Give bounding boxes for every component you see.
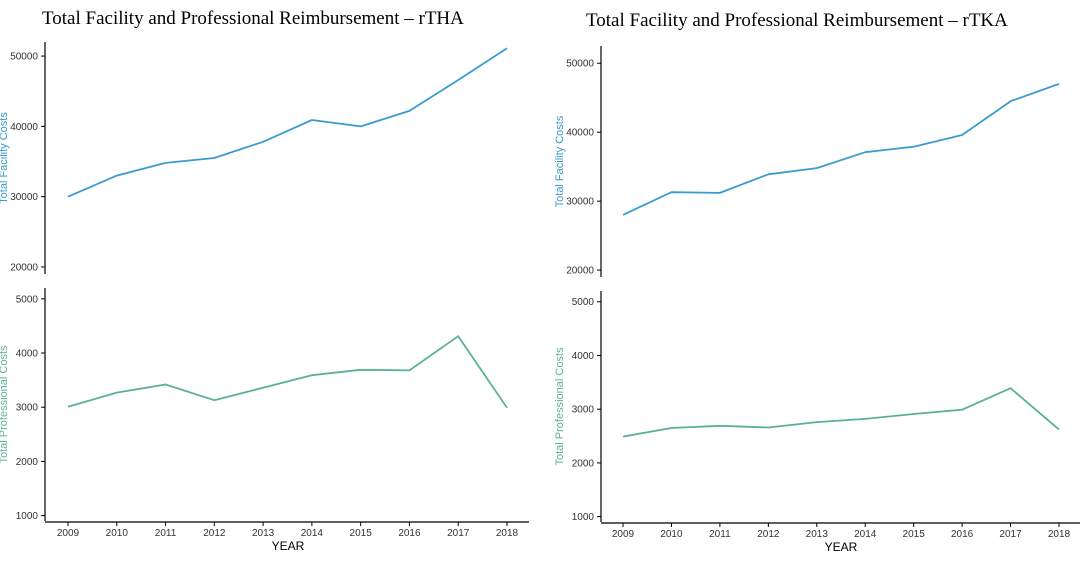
professional-y-tick-label: 4000 xyxy=(572,351,595,362)
x-axis-label: YEAR xyxy=(825,540,858,554)
facility-y-tick-label: 50000 xyxy=(566,59,594,70)
professional-y-tick-label: 1000 xyxy=(572,512,595,523)
professional-y-tick-label: 3000 xyxy=(16,403,39,414)
x-tick-label: 2012 xyxy=(757,529,780,540)
x-axis-label: YEAR xyxy=(272,539,305,553)
professional-y-axis-label: Total Professional Costs xyxy=(554,347,566,465)
x-tick-label: 2017 xyxy=(999,529,1022,540)
facility-y-tick-label: 30000 xyxy=(10,192,38,203)
x-tick-label: 2014 xyxy=(854,529,877,540)
x-tick-label: 2015 xyxy=(350,528,373,539)
x-tick-label: 2011 xyxy=(155,528,177,539)
x-tick-label: 2016 xyxy=(398,528,421,539)
facility-y-axis-label: Total Facility Costs xyxy=(554,115,566,207)
x-tick-label: 2010 xyxy=(660,529,683,540)
facility-series-line xyxy=(622,83,1060,216)
facility-series-line xyxy=(67,47,508,198)
facility-y-tick-label: 40000 xyxy=(566,128,594,139)
facility-y-tick-label: 20000 xyxy=(10,262,38,273)
x-tick-label: 2013 xyxy=(806,529,829,540)
professional-y-tick-label: 2000 xyxy=(16,457,39,468)
x-tick-label: 2018 xyxy=(1048,529,1071,540)
professional-y-tick-label: 4000 xyxy=(16,349,39,360)
x-tick-label: 2013 xyxy=(252,528,275,539)
x-tick-label: 2016 xyxy=(951,529,974,540)
facility-y-tick-label: 40000 xyxy=(10,122,38,133)
x-tick-label: 2011 xyxy=(709,529,731,540)
facility-y-axis-label: Total Facility Costs xyxy=(0,112,10,204)
x-tick-label: 2018 xyxy=(496,528,519,539)
professional-series-line xyxy=(622,387,1060,438)
x-tick-label: 2014 xyxy=(301,528,324,539)
facility-y-tick-label: 30000 xyxy=(566,197,594,208)
x-tick-label: 2009 xyxy=(57,528,80,539)
facility-y-tick-label: 50000 xyxy=(10,52,38,63)
chart-title: Total Facility and Professional Reimburs… xyxy=(586,10,1008,31)
professional-y-tick-label: 3000 xyxy=(572,405,595,416)
professional-y-tick-label: 2000 xyxy=(572,458,595,469)
x-tick-label: 2010 xyxy=(106,528,129,539)
chart-title: Total Facility and Professional Reimburs… xyxy=(42,8,464,29)
professional-y-tick-label: 1000 xyxy=(16,511,39,522)
professional-y-axis-label: Total Professional Costs xyxy=(0,345,10,463)
x-tick-label: 2017 xyxy=(447,528,470,539)
x-tick-label: 2015 xyxy=(903,529,926,540)
x-tick-label: 2009 xyxy=(612,529,635,540)
professional-y-tick-label: 5000 xyxy=(16,294,39,305)
facility-y-tick-label: 20000 xyxy=(566,266,594,277)
professional-series-line xyxy=(67,335,508,409)
x-tick-label: 2012 xyxy=(203,528,226,539)
professional-y-tick-label: 5000 xyxy=(572,297,595,308)
